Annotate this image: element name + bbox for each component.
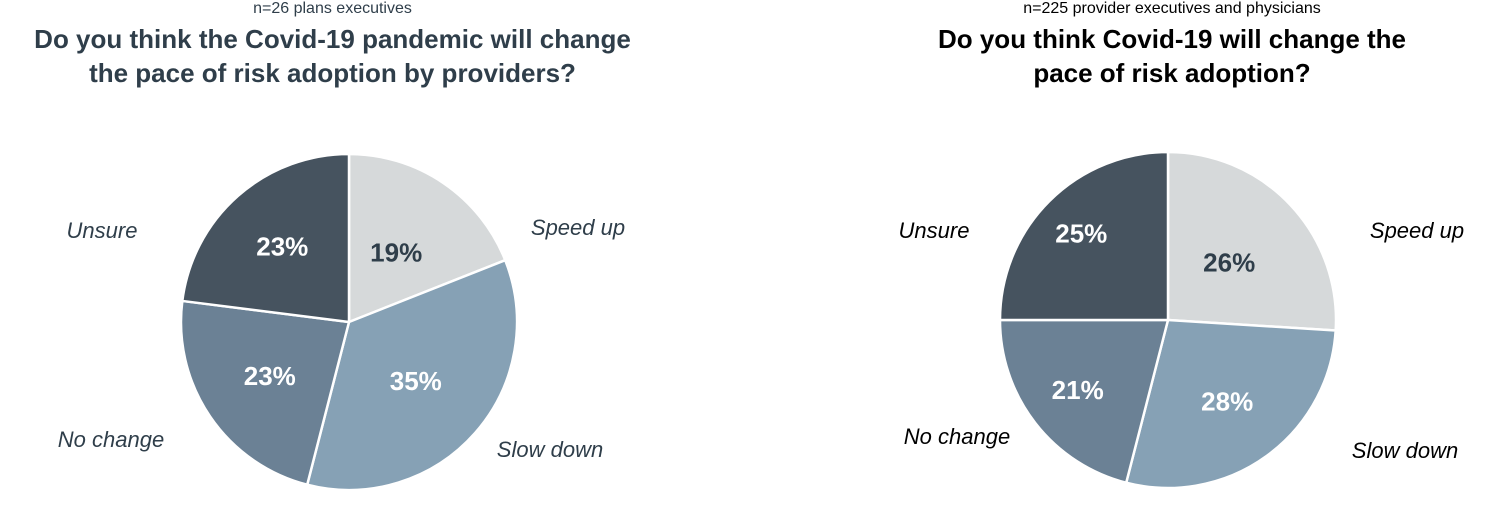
chart-title-line2: the pace of risk adoption by providers? [89,57,576,88]
category-label-no-change: No change [57,427,165,452]
pie-value-label-slow-down: 35% [390,366,442,396]
category-label-slow-down: Slow down [496,437,604,462]
pie-slice-unsure [181,152,351,324]
pie-slice-speed-up [347,152,507,324]
pie-value-label-unsure: 23% [256,231,308,261]
pie-slice-slow-down [305,258,519,492]
chart-title: Do you think the Covid-19 pandemic will … [0,22,665,90]
category-label-speed-up: Speed up [1369,218,1465,243]
chart-title-line1: Do you think the Covid-19 pandemic will … [34,23,631,54]
pie-value-label-no-change: 23% [244,361,296,391]
category-label-speed-up: Speed up [530,215,626,240]
pie-value-label-slow-down: 28% [1201,387,1253,417]
chart-sample-size: n=225 provider executives and physicians [1023,0,1321,17]
chart-title-line1: Do you think Covid-19 will change the [937,23,1407,54]
category-label-no-change: No change [903,424,1011,449]
pie-value-label-speed-up: 26% [1203,248,1255,278]
pie-value-label-no-change: 21% [1052,375,1104,405]
pie-slice-unsure [998,150,1170,322]
pie-slice-speed-up [1166,150,1338,332]
pie-slice-slow-down [1124,318,1337,490]
pie-chart-providers: 26% 28% 21% 25% [998,150,1338,490]
pie-value-label-unsure: 25% [1055,218,1107,248]
category-label-slow-down: Slow down [1351,438,1459,463]
chart-title-line2: pace of risk adoption? [1033,57,1311,88]
pie-value-label-speed-up: 19% [370,238,422,268]
chart-sample-size: n=26 plans executives [253,0,412,17]
pie-chart-plans: 19% 35% 23% 23% [179,152,519,492]
pie-slice-no-change [998,318,1170,484]
chart-title: Do you think Covid-19 will change the pa… [872,22,1472,90]
category-label-unsure: Unsure [66,218,138,243]
pie-slice-no-change [179,299,351,486]
category-label-unsure: Unsure [898,218,970,243]
